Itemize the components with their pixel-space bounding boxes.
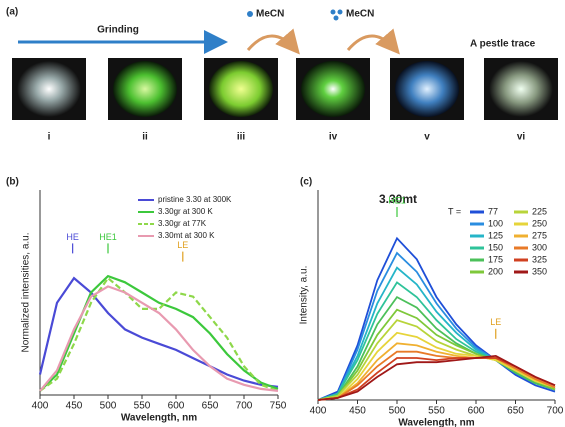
- series-line: [317, 236, 556, 401]
- x-tick-label: 550: [134, 401, 151, 412]
- drop-icon: [337, 9, 343, 15]
- annotation: LE: [177, 240, 188, 250]
- series-line: [39, 274, 279, 392]
- step-arrow: [346, 28, 400, 55]
- panel-label: (b): [6, 177, 19, 188]
- photo-label: i: [48, 132, 51, 143]
- series-line: [317, 331, 556, 401]
- x-tick-label: 500: [389, 406, 406, 417]
- drop-icon: [330, 9, 336, 15]
- step-arrow: [246, 28, 300, 55]
- x-tick-label: 650: [202, 401, 219, 412]
- legend-label: 350: [532, 266, 547, 276]
- annotation: LE: [490, 317, 501, 327]
- legend-title: T =: [448, 206, 461, 216]
- x-tick-label: 650: [507, 406, 524, 417]
- trace-text: A pestle trace: [470, 39, 536, 50]
- x-tick-label: 700: [547, 406, 564, 417]
- legend-label: 300: [532, 242, 547, 252]
- x-tick-label: 400: [32, 401, 49, 412]
- panel-label: (a): [6, 7, 18, 18]
- legend-label: 225: [532, 206, 547, 216]
- photo-sample: [17, 61, 81, 117]
- x-axis-label: Wavelength, nm: [398, 418, 474, 427]
- drop-icon: [247, 11, 253, 17]
- photo-sample: [489, 61, 553, 117]
- annotation: HE1: [99, 232, 117, 242]
- x-tick-label: 500: [100, 401, 117, 412]
- photo-label: ii: [142, 132, 148, 143]
- legend-label: 150: [488, 242, 503, 252]
- y-axis-label: Normalized intensities, a.u.: [21, 232, 32, 352]
- series-line: [317, 354, 556, 401]
- series-line: [39, 285, 279, 392]
- legend-label: 125: [488, 230, 503, 240]
- series-line: [317, 350, 556, 401]
- legend-label: 77: [488, 206, 498, 216]
- step-text: MeCN: [346, 9, 374, 20]
- legend-label: 200: [488, 266, 503, 276]
- legend-label: 100: [488, 218, 503, 228]
- photo-label: vi: [517, 132, 526, 143]
- legend-label: pristine 3.30 at 300K: [158, 195, 232, 204]
- photo-sample: [395, 61, 459, 117]
- legend-label: 325: [532, 254, 547, 264]
- annotation: HE1: [388, 195, 406, 205]
- drop-icon: [333, 15, 339, 21]
- legend-label: 250: [532, 218, 547, 228]
- photo-sample: [301, 61, 365, 117]
- x-tick-label: 450: [349, 406, 366, 417]
- step-text: MeCN: [256, 9, 284, 20]
- annotation: HE: [66, 232, 79, 242]
- y-axis-label: Intensity, a.u.: [299, 266, 310, 325]
- legend-label: 175: [488, 254, 503, 264]
- panel-label: (c): [300, 177, 312, 188]
- legend-label: 3.30gr at 300 K: [158, 207, 213, 216]
- legend-label: 275: [532, 230, 547, 240]
- grinding-text: Grinding: [97, 25, 139, 36]
- x-axis-label: Wavelength, nm: [121, 413, 197, 424]
- x-tick-label: 400: [310, 406, 327, 417]
- photo-label: v: [424, 132, 430, 143]
- x-tick-label: 600: [168, 401, 185, 412]
- photo-sample: [113, 61, 177, 117]
- photo-label: iii: [237, 132, 246, 143]
- legend-label: 3.30gr at 77K: [158, 219, 207, 228]
- photo-sample: [209, 61, 273, 117]
- series-line: [38, 276, 279, 388]
- legend-label: 3.30mt at 300 K: [158, 231, 215, 240]
- photo-label: iv: [329, 132, 338, 143]
- x-tick-label: 550: [428, 406, 445, 417]
- x-tick-label: 700: [236, 401, 253, 412]
- x-tick-label: 750: [270, 401, 287, 412]
- x-tick-label: 600: [468, 406, 485, 417]
- chart-title: 3.30mt: [379, 192, 417, 206]
- series-line: [317, 295, 556, 401]
- x-tick-label: 450: [66, 401, 83, 412]
- series-line: [39, 276, 279, 392]
